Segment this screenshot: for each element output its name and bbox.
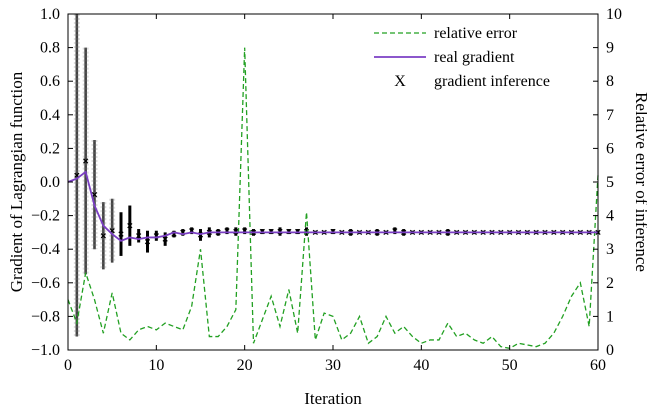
y-left-tick-label: 0.6 xyxy=(40,73,60,90)
x-tick-label: 40 xyxy=(413,357,429,374)
legend-label: gradient inference xyxy=(434,73,550,90)
x-tick-label: 0 xyxy=(64,357,72,374)
y-left-tick-label: 0.0 xyxy=(40,174,60,191)
inference-marker xyxy=(83,158,89,164)
y-left-tick-label: −0.2 xyxy=(31,208,60,225)
y-left-tick-label: 0.8 xyxy=(40,40,60,57)
y-right-tick-label: 9 xyxy=(606,40,614,57)
y-right-tick-label: 6 xyxy=(606,140,614,157)
real-gradient-line xyxy=(67,170,598,242)
y-right-tick-label: 8 xyxy=(606,73,614,90)
y-right-tick-label: 7 xyxy=(606,107,614,124)
y-left-tick-label: −1.0 xyxy=(31,342,60,359)
inference-marker xyxy=(118,231,124,237)
inference-marker xyxy=(127,223,133,229)
x-axis-label: Iteration xyxy=(304,389,362,408)
axes: 0 10 20 30 40 50 60−1.0−0.8−0.6−0.4−0.20.00.20… xyxy=(7,6,647,408)
inference-marker xyxy=(162,236,168,242)
x-tick-label: 50 xyxy=(502,357,518,374)
x-tick-label: 60 xyxy=(590,357,606,374)
x-tick-label: 30 xyxy=(325,357,341,374)
y-left-tick-label: −0.4 xyxy=(31,241,60,258)
y-axis-label-right: Relative error of inference xyxy=(632,92,647,272)
y-left-tick-label: −0.8 xyxy=(31,308,60,325)
legend-swatch-gradient-inference: X xyxy=(394,73,406,90)
y-left-tick-label: 0.2 xyxy=(40,140,60,157)
legend-label: relative error xyxy=(434,25,518,42)
y-right-tick-label: 5 xyxy=(606,174,614,191)
relative-error-line xyxy=(67,47,599,350)
legend: relative error real gradient X gradient inf… xyxy=(374,25,550,90)
y-left-tick-label: 0.4 xyxy=(40,107,60,124)
legend-label: real gradient xyxy=(434,49,515,66)
plot-area xyxy=(67,14,601,350)
y-left-tick-label: 1.0 xyxy=(40,6,60,23)
y-right-tick-label: 1 xyxy=(606,308,614,325)
y-right-tick-label: 3 xyxy=(606,241,614,258)
x-tick-label: 10 xyxy=(148,357,164,374)
y-right-tick-label: 2 xyxy=(606,275,614,292)
y-right-tick-label: 10 xyxy=(606,6,622,23)
inference-marker xyxy=(144,239,151,245)
y-left-tick-label: −0.6 xyxy=(31,275,60,292)
inference-marker xyxy=(100,233,106,239)
inference-marker xyxy=(91,191,98,198)
x-tick-label: 20 xyxy=(237,357,253,374)
inference-marker xyxy=(136,233,142,239)
y-right-tick-label: 0 xyxy=(606,342,614,359)
plot-frame xyxy=(67,13,599,351)
y-right-tick-label: 4 xyxy=(606,208,614,225)
y-axis-label-left: Gradient of Lagrangian function xyxy=(7,71,26,292)
